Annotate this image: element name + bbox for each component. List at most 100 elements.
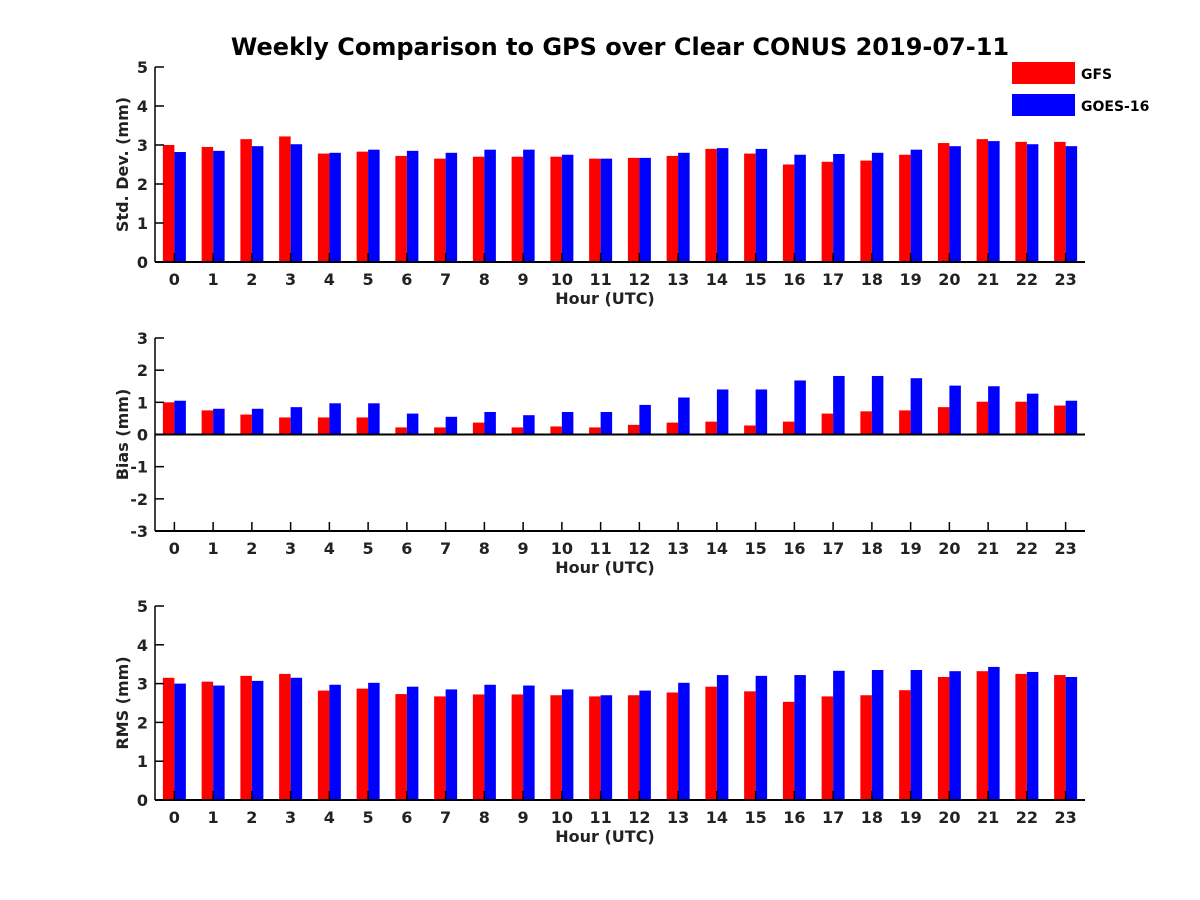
bar-goes-16-12 xyxy=(639,157,651,262)
bar-goes-16-2 xyxy=(251,680,264,800)
bar-gfs-16 xyxy=(782,164,795,262)
bar-gfs-15 xyxy=(744,691,756,800)
bar-gfs-14 xyxy=(705,148,717,262)
bar-gfs-22 xyxy=(1015,673,1027,800)
bar-gfs-13 xyxy=(666,422,679,435)
bar-gfs-14 xyxy=(705,421,717,435)
x-tick-label: 17 xyxy=(822,539,844,558)
bar-gfs-21 xyxy=(976,671,989,800)
x-tick-label: 1 xyxy=(208,808,219,827)
bar-goes-16-19 xyxy=(910,378,923,435)
bar-gfs-20 xyxy=(937,407,950,435)
x-tick-label: 13 xyxy=(667,270,689,289)
bar-goes-16-12 xyxy=(639,690,651,800)
y-tick-label: 1 xyxy=(137,393,148,412)
x-tick-label: 22 xyxy=(1016,270,1038,289)
bar-goes-16-18 xyxy=(871,152,884,262)
bar-gfs-7 xyxy=(434,696,446,800)
bar-gfs-19 xyxy=(899,690,911,800)
x-tick-label: 11 xyxy=(589,270,611,289)
bar-goes-16-23 xyxy=(1065,677,1078,800)
x-tick-label: 13 xyxy=(667,539,689,558)
bar-gfs-0 xyxy=(162,145,175,262)
bar-goes-16-17 xyxy=(833,670,845,800)
bar-goes-16-15 xyxy=(755,675,768,800)
y-tick-label: 5 xyxy=(137,58,148,77)
bar-gfs-16 xyxy=(782,421,795,435)
x-tick-label: 11 xyxy=(589,539,611,558)
bar-goes-16-5 xyxy=(368,149,380,262)
bar-gfs-2 xyxy=(240,675,252,800)
bar-gfs-12 xyxy=(627,424,640,435)
bar-gfs-10 xyxy=(550,156,562,262)
bar-gfs-23 xyxy=(1054,405,1066,435)
bar-goes-16-14 xyxy=(716,389,729,435)
x-tick-label: 7 xyxy=(440,270,451,289)
legend-label-goes-16: GOES-16 xyxy=(1081,99,1149,115)
bar-goes-16-14 xyxy=(716,675,729,800)
x-tick-label: 17 xyxy=(822,808,844,827)
bar-gfs-11 xyxy=(589,158,601,262)
bar-gfs-10 xyxy=(550,426,562,435)
x-tick-label: 6 xyxy=(401,808,412,827)
bar-gfs-11 xyxy=(589,696,601,800)
y-tick-label: 3 xyxy=(137,329,148,348)
bar-goes-16-12 xyxy=(639,404,651,435)
x-tick-label: 16 xyxy=(783,808,805,827)
bar-goes-16-0 xyxy=(174,683,186,800)
x-tick-label: 13 xyxy=(667,808,689,827)
bar-goes-16-9 xyxy=(523,415,535,435)
bar-gfs-22 xyxy=(1015,141,1027,262)
x-tick-label: 23 xyxy=(1054,539,1076,558)
x-tick-label: 1 xyxy=(208,539,219,558)
x-tick-label: 6 xyxy=(401,270,412,289)
bar-goes-16-7 xyxy=(445,416,458,435)
bar-gfs-17 xyxy=(821,696,834,800)
bar-goes-16-11 xyxy=(600,411,613,435)
bar-gfs-23 xyxy=(1054,675,1066,800)
bar-goes-16-18 xyxy=(871,670,884,800)
y-tick-label: 2 xyxy=(137,713,148,732)
bar-goes-16-10 xyxy=(561,154,574,262)
x-tick-label: 20 xyxy=(938,808,960,827)
x-tick-label: 14 xyxy=(706,539,728,558)
x-tick-label: 14 xyxy=(706,270,728,289)
bar-goes-16-0 xyxy=(174,152,186,262)
bar-goes-16-7 xyxy=(445,152,458,262)
x-tick-label: 2 xyxy=(246,808,257,827)
bar-gfs-0 xyxy=(162,677,175,800)
bar-gfs-1 xyxy=(201,681,214,800)
x-tick-label: 21 xyxy=(977,808,999,827)
bar-goes-16-20 xyxy=(949,671,961,800)
y-axis-label: Bias (mm) xyxy=(113,389,132,481)
x-tick-label: 10 xyxy=(551,270,573,289)
x-tick-label: 23 xyxy=(1054,270,1076,289)
bar-gfs-19 xyxy=(899,410,911,435)
bar-gfs-8 xyxy=(472,156,485,262)
x-tick-label: 16 xyxy=(783,270,805,289)
y-tick-label: 3 xyxy=(137,136,148,155)
x-tick-label: 15 xyxy=(744,270,766,289)
bar-gfs-0 xyxy=(162,402,175,435)
y-tick-label: 3 xyxy=(137,675,148,694)
y-axis-label: Std. Dev. (mm) xyxy=(113,97,132,232)
bar-gfs-20 xyxy=(937,677,950,800)
bar-gfs-7 xyxy=(434,158,446,262)
x-tick-label: 7 xyxy=(440,808,451,827)
x-tick-label: 15 xyxy=(744,808,766,827)
bar-goes-16-1 xyxy=(213,685,225,800)
bar-goes-16-14 xyxy=(716,148,729,262)
x-tick-label: 15 xyxy=(744,539,766,558)
bar-goes-16-13 xyxy=(678,397,690,435)
bar-gfs-6 xyxy=(395,427,407,435)
bar-goes-16-1 xyxy=(213,150,225,262)
bar-goes-16-3 xyxy=(290,677,303,800)
y-tick-label: 0 xyxy=(137,253,148,272)
bar-gfs-4 xyxy=(317,417,330,435)
bar-gfs-6 xyxy=(395,155,407,262)
bar-gfs-16 xyxy=(782,701,795,800)
x-tick-label: 8 xyxy=(479,808,490,827)
